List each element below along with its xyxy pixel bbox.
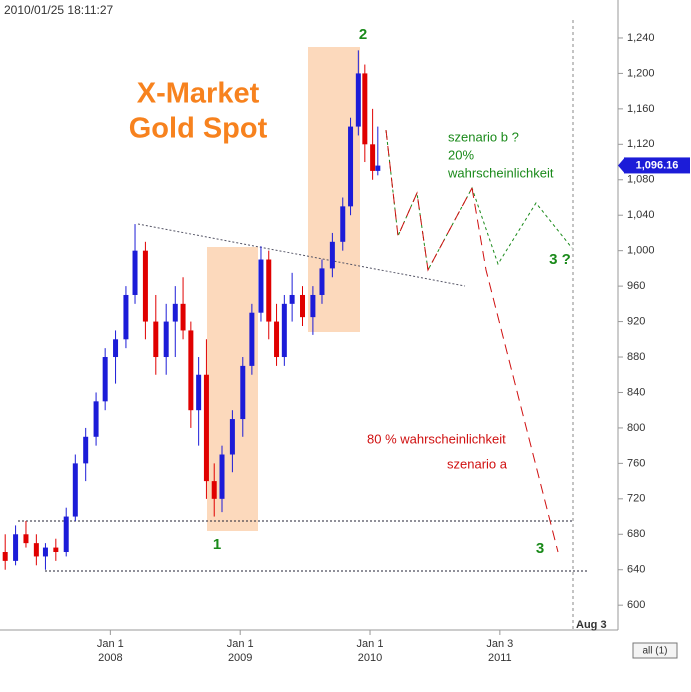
candle-body — [300, 294, 306, 318]
candle-body — [258, 259, 264, 313]
range-button-label[interactable]: all (1) — [642, 646, 667, 657]
y-tick-label: 720 — [627, 493, 645, 505]
y-tick-label: 760 — [627, 457, 645, 469]
y-tick-label: 960 — [627, 280, 645, 292]
x-tick-label: Jan 1 — [357, 638, 384, 650]
candle-body — [329, 241, 335, 269]
candle-body — [123, 294, 129, 340]
candle-body — [2, 552, 8, 561]
candle-body — [362, 73, 368, 145]
y-tick-label: 920 — [627, 315, 645, 327]
scenario-text: 80 % wahrscheinlichkeit — [367, 431, 506, 446]
y-tick-label: 1,000 — [627, 245, 655, 257]
candle-body — [83, 436, 89, 464]
last-price-box — [624, 157, 690, 174]
candle-body — [229, 419, 235, 455]
range-button[interactable] — [632, 642, 678, 659]
candle-body — [188, 330, 194, 411]
candle-body — [274, 321, 280, 358]
candle-body — [180, 303, 186, 331]
candle-body — [266, 259, 272, 322]
candle-body — [340, 206, 346, 242]
x-tick-label: Jan 3 — [486, 638, 513, 650]
candle-body — [281, 303, 287, 358]
candle-body — [63, 516, 69, 553]
y-tick-label: 640 — [627, 564, 645, 576]
scenario-text: wahrscheinlichkeit — [447, 165, 554, 180]
chart-title: X-Market — [137, 78, 260, 110]
candle-body — [375, 165, 381, 171]
candle-body — [23, 534, 29, 544]
candle-body — [219, 454, 225, 499]
candle-body — [211, 481, 217, 499]
y-tick-label: 1,200 — [627, 67, 655, 79]
candle-body — [163, 321, 169, 358]
wave-label: 2 — [359, 26, 367, 43]
wave-label: 3 — [536, 540, 544, 557]
wave-label: 3 ? — [549, 251, 571, 268]
candle-body — [240, 365, 246, 420]
candle-body — [319, 268, 325, 295]
candle-body — [13, 534, 19, 561]
candle-body — [203, 374, 209, 482]
x-tick-year: 2009 — [228, 652, 252, 664]
candle-body — [370, 144, 376, 171]
x-tick-label: Jan 1 — [97, 638, 124, 650]
candle-body — [249, 312, 255, 366]
y-tick-label: 600 — [627, 599, 645, 611]
last-price-pointer — [618, 158, 624, 173]
y-tick-label: 1,240 — [627, 32, 655, 44]
candle-body — [348, 126, 354, 207]
scenario-text: szenario b ? — [448, 129, 519, 144]
candle-body — [172, 303, 178, 322]
timestamp: 2010/01/25 18:11:27 — [4, 3, 114, 17]
y-tick-label: 680 — [627, 528, 645, 540]
end-marker-label: Aug 3 — [576, 619, 607, 631]
candle-body — [310, 294, 316, 318]
candle-body — [102, 357, 108, 402]
candle-body — [33, 543, 39, 557]
x-tick-label: Jan 1 — [227, 638, 254, 650]
candle-body — [93, 401, 99, 437]
y-tick-label: 1,160 — [627, 103, 655, 115]
scenario-text: szenario a — [447, 456, 508, 471]
candle-body — [289, 294, 295, 304]
y-tick-label: 840 — [627, 386, 645, 398]
candle-body — [132, 250, 138, 295]
trend-line — [137, 223, 466, 287]
x-tick-year: 2010 — [358, 652, 382, 664]
y-tick-label: 800 — [627, 422, 645, 434]
y-tick-label: 880 — [627, 351, 645, 363]
candle-body — [196, 374, 202, 411]
candle-body — [53, 547, 59, 553]
y-tick-label: 1,080 — [627, 174, 655, 186]
projection-a — [385, 129, 473, 272]
x-tick-year: 2011 — [488, 652, 512, 664]
chart-title: Gold Spot — [129, 113, 268, 145]
candle-body — [72, 463, 78, 517]
candle-body — [42, 547, 48, 557]
candle-body — [142, 250, 148, 322]
x-tick-year: 2008 — [98, 652, 122, 664]
last-price-label: 1,096.16 — [636, 159, 679, 171]
y-tick-label: 1,040 — [627, 209, 655, 221]
projection-a — [471, 187, 559, 553]
candle-body — [153, 321, 159, 358]
scenario-text: 20% — [448, 147, 474, 162]
candle-body — [113, 339, 119, 358]
wave-label: 1 — [213, 536, 221, 553]
candle-body — [355, 73, 361, 127]
y-tick-label: 1,120 — [627, 138, 655, 150]
